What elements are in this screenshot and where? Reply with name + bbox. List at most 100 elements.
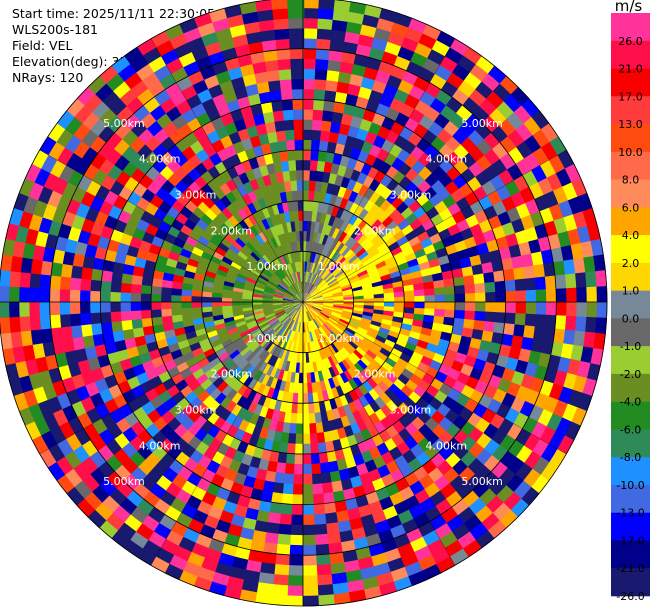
range-gate-cell — [368, 248, 381, 259]
range-gate-cell — [381, 343, 394, 354]
range-gate-cell — [324, 357, 333, 369]
range-gate-cell — [111, 54, 132, 74]
range-gate-cell — [303, 294, 311, 302]
colorbar-bin — [611, 40, 650, 69]
range-gate-cell — [373, 293, 385, 299]
range-gate-cell — [244, 559, 262, 573]
range-gate-cell — [303, 295, 312, 302]
range-gate-cell — [207, 399, 221, 413]
range-gate-cell — [365, 349, 378, 360]
range-gate-cell — [273, 307, 284, 312]
range-gate-cell — [360, 369, 372, 382]
range-gate-cell — [82, 254, 96, 269]
range-gate-cell — [364, 261, 376, 271]
range-gate-cell — [153, 261, 167, 273]
range-gate-cell — [312, 263, 318, 274]
range-gate-cell — [295, 302, 303, 311]
range-gate-cell — [214, 519, 231, 534]
range-gate-cell — [151, 316, 163, 326]
range-gate-cell — [170, 301, 182, 309]
range-gate-cell — [445, 515, 465, 533]
range-gate-cell — [275, 130, 287, 142]
range-gate-cell — [25, 227, 40, 246]
range-gate-cell — [245, 241, 256, 252]
range-gate-cell — [274, 553, 290, 566]
range-gate-cell — [396, 542, 415, 559]
range-gate-cell — [444, 286, 456, 296]
range-gate-cell — [433, 308, 446, 318]
range-gate-cell — [383, 387, 397, 401]
range-gate-cell — [47, 442, 66, 463]
range-gate-cell — [313, 190, 321, 202]
range-gate-cell — [312, 330, 318, 341]
range-gate-cell — [473, 320, 485, 332]
range-gate-cell — [296, 302, 303, 311]
range-gate-cell — [131, 274, 143, 286]
range-gate-cell — [336, 81, 351, 95]
range-gate-cell — [335, 218, 345, 230]
range-gate-cell — [515, 290, 527, 303]
range-gate-cell — [231, 352, 243, 364]
range-gate-cell — [308, 310, 316, 320]
range-gate-cell — [316, 328, 324, 339]
range-gate-cell — [271, 182, 281, 195]
range-gate-cell — [13, 191, 30, 212]
range-gate-cell — [562, 182, 579, 202]
range-gate-cell — [456, 506, 476, 525]
range-gate-cell — [239, 346, 251, 357]
range-gate-cell — [49, 300, 61, 316]
range-gate-cell — [495, 354, 509, 369]
range-gate-cell — [255, 582, 274, 595]
range-gate-cell — [306, 230, 311, 242]
colorbar-tick-label: -6.0 — [620, 423, 641, 436]
range-gate-cell — [90, 221, 105, 237]
range-gate-cell — [325, 522, 340, 535]
range-gate-cell — [200, 362, 213, 374]
range-gate-cell — [233, 472, 247, 486]
range-gate-cell — [257, 349, 268, 360]
range-gate-cell — [56, 128, 75, 148]
range-gate-cell — [273, 224, 282, 236]
range-gate-cell — [266, 315, 277, 323]
range-gate-cell — [315, 422, 324, 434]
range-gate-cell — [514, 313, 527, 327]
range-gate-cell — [264, 121, 277, 134]
range-gate-cell — [382, 282, 394, 290]
range-gate-cell — [540, 443, 558, 464]
range-gate-cell — [321, 202, 330, 215]
range-gate-cell — [316, 160, 326, 172]
range-gate-cell — [316, 316, 325, 325]
range-gate-cell — [0, 268, 11, 287]
range-gate-cell — [309, 331, 314, 343]
range-gate-cell — [336, 133, 349, 146]
range-ring-label: 5.00km — [103, 475, 145, 488]
range-gate-cell — [228, 330, 240, 339]
range-gate-cell — [28, 181, 45, 201]
range-gate-cell — [257, 394, 267, 407]
range-gate-cell — [476, 349, 490, 363]
range-gate-cell — [209, 235, 222, 247]
range-gate-cell — [212, 93, 228, 108]
range-gate-cell — [89, 433, 107, 452]
range-gate-cell — [334, 91, 349, 104]
range-gate-cell — [303, 302, 312, 310]
field-label: Field: VEL — [12, 38, 73, 53]
range-gate-cell — [207, 371, 221, 384]
range-gate-cell — [491, 259, 504, 273]
range-gate-cell — [303, 322, 307, 333]
range-gate-cell — [338, 529, 354, 543]
range-gate-cell — [333, 500, 348, 513]
range-gate-cell — [34, 167, 51, 187]
range-gate-cell — [454, 240, 468, 253]
range-gate-cell — [262, 306, 274, 311]
range-gate-cell — [242, 410, 254, 423]
range-ring-label: 1.00km — [318, 260, 360, 273]
range-gate-cell — [281, 422, 291, 434]
range-gate-cell — [358, 395, 370, 408]
range-gate-cell — [161, 279, 173, 289]
range-gate-cell — [418, 261, 431, 272]
range-gate-cell — [413, 345, 427, 357]
range-gate-cell — [375, 70, 392, 85]
range-gate-cell — [521, 98, 541, 119]
range-gate-cell — [24, 420, 42, 441]
